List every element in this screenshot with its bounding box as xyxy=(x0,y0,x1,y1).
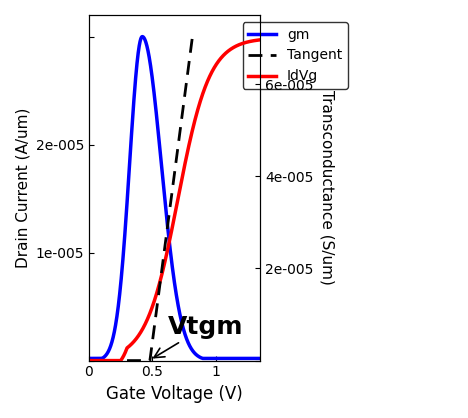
gm xyxy=(223,356,229,361)
IdVg xyxy=(258,37,263,42)
gm xyxy=(204,356,210,361)
gm xyxy=(258,356,263,361)
IdVg xyxy=(220,54,226,59)
Tangent xyxy=(161,247,167,252)
Y-axis label: Drain Current (A/um): Drain Current (A/um) xyxy=(15,107,30,268)
IdVg xyxy=(204,81,210,86)
gm xyxy=(86,356,92,361)
IdVg xyxy=(155,285,161,290)
gm xyxy=(139,34,145,39)
gm xyxy=(220,356,226,361)
Line: gm: gm xyxy=(89,37,261,358)
IdVg xyxy=(103,358,109,363)
gm xyxy=(162,195,168,200)
IdVg xyxy=(86,358,92,363)
IdVg xyxy=(161,261,167,266)
Tangent xyxy=(155,294,161,299)
Line: IdVg: IdVg xyxy=(89,40,261,361)
Line: Tangent: Tangent xyxy=(127,33,193,361)
Y-axis label: Transconductance (S/um): Transconductance (S/um) xyxy=(320,90,335,285)
IdVg xyxy=(223,51,228,56)
Text: Vtgm: Vtgm xyxy=(154,315,243,358)
gm xyxy=(156,132,161,137)
gm xyxy=(103,352,109,357)
Legend: gm, Tangent, IdVg: gm, Tangent, IdVg xyxy=(242,22,348,89)
X-axis label: Gate Voltage (V): Gate Voltage (V) xyxy=(106,385,243,403)
